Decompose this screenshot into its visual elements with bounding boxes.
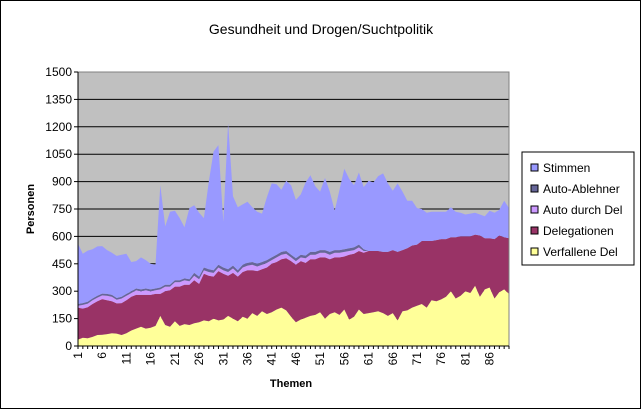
legend-swatch bbox=[530, 226, 539, 235]
y-tick-label: 750 bbox=[52, 202, 72, 216]
x-tick-label: 56 bbox=[337, 352, 351, 366]
legend-swatch bbox=[530, 163, 539, 172]
y-axis-title: Personen bbox=[25, 184, 37, 234]
x-tick-label: 71 bbox=[410, 352, 424, 366]
area-delegationen bbox=[78, 234, 509, 340]
x-tick-label: 41 bbox=[265, 352, 279, 366]
area-verfallene-del bbox=[78, 285, 509, 346]
legend-label: Auto-Ablehner bbox=[543, 182, 620, 196]
x-tick-label: 11 bbox=[119, 352, 133, 365]
x-tick-label: 26 bbox=[192, 352, 206, 366]
y-tick-label: 1200 bbox=[45, 120, 72, 134]
y-tick-label: 1500 bbox=[45, 65, 72, 79]
x-tick-label: 86 bbox=[483, 352, 497, 366]
legend-box bbox=[521, 151, 635, 266]
y-tick-label: 1050 bbox=[45, 147, 72, 161]
chart-title: Gesundheit und Drogen/Suchtpolitik bbox=[209, 21, 434, 37]
legend-label: Auto durch Del bbox=[543, 203, 622, 217]
x-tick-label: 31 bbox=[216, 352, 230, 366]
x-tick-label: 46 bbox=[289, 352, 303, 366]
x-tick-label: 81 bbox=[458, 352, 472, 366]
x-tick-label: 6 bbox=[95, 352, 109, 359]
legend-label: Verfallene Del bbox=[543, 245, 618, 259]
x-tick-label: 51 bbox=[313, 352, 327, 366]
x-tick-label: 66 bbox=[386, 352, 400, 366]
y-tick-label: 900 bbox=[52, 175, 72, 189]
y-tick-label: 300 bbox=[52, 284, 72, 298]
legend-label: Stimmen bbox=[543, 161, 590, 175]
legend-swatch bbox=[530, 205, 539, 214]
y-tick-label: 150 bbox=[52, 312, 72, 326]
y-tick-label: 1350 bbox=[45, 92, 72, 106]
x-tick-label: 16 bbox=[144, 352, 158, 366]
x-tick-label: 76 bbox=[434, 352, 448, 366]
x-axis-title: Themen bbox=[270, 378, 312, 390]
y-tick-label: 450 bbox=[52, 257, 72, 271]
legend-swatch bbox=[530, 247, 539, 256]
y-tick-label: 0 bbox=[65, 339, 72, 353]
y-tick-label: 600 bbox=[52, 229, 72, 243]
area-stimmen bbox=[78, 123, 509, 304]
legend-swatch bbox=[530, 184, 539, 193]
legend-label: Delegationen bbox=[543, 224, 614, 238]
x-tick-label: 36 bbox=[240, 352, 254, 366]
area-auto-durch-del bbox=[78, 234, 509, 309]
x-tick-label: 61 bbox=[362, 352, 376, 366]
x-tick-label: 21 bbox=[168, 352, 182, 366]
x-tick-label: 1 bbox=[71, 352, 85, 359]
